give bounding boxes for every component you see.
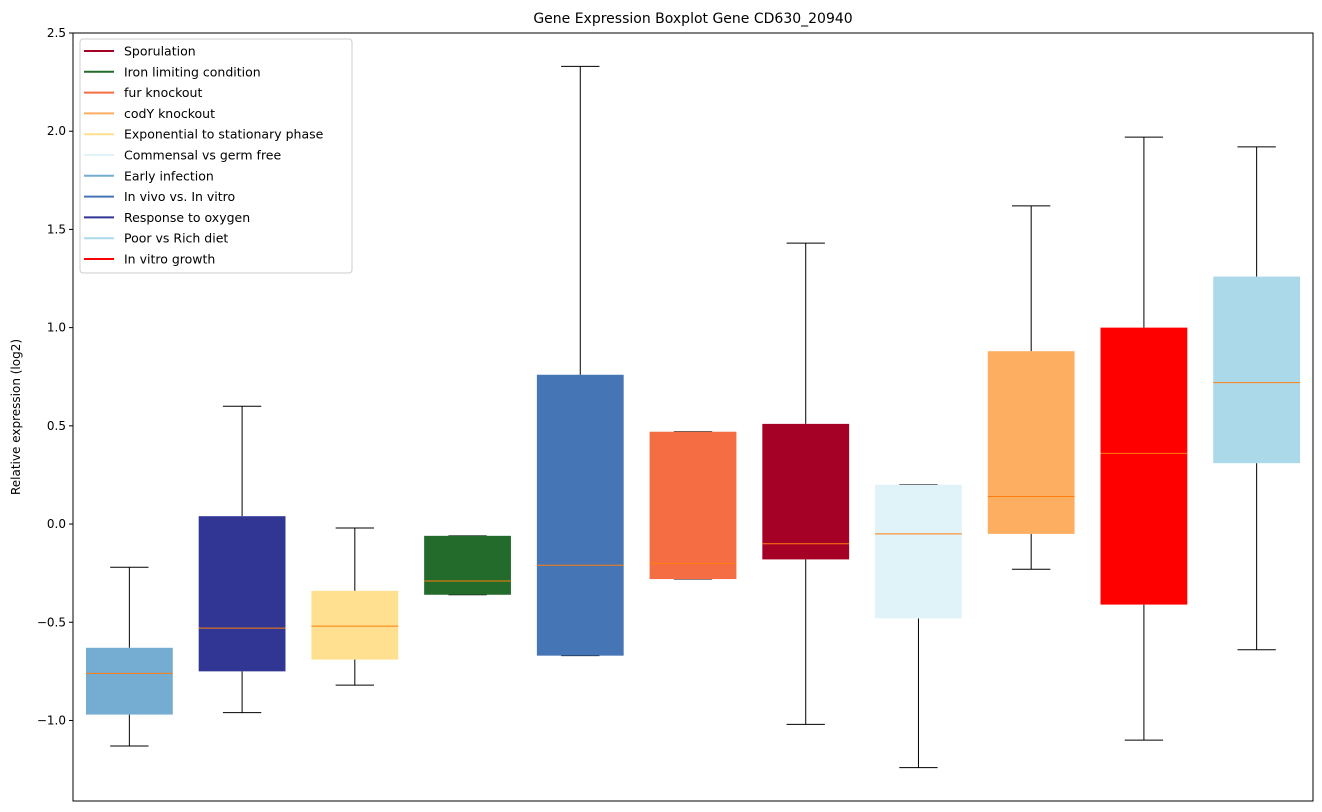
box-sporulation [762,242,850,725]
box-body [762,423,850,560]
legend-label: In vivo vs. In vitro [124,189,235,204]
y-tick-label: −0.5 [37,615,66,629]
box-body [649,431,737,580]
legend-label: Response to oxygen [124,210,250,225]
box-poor-vs-rich-diet [1213,146,1301,651]
y-axis-label: Relative expression (log2) [9,339,23,495]
box-body [1100,327,1188,605]
plot-frame [72,32,1314,802]
box-cody-knockout [987,205,1075,570]
box-body [536,374,624,656]
box-commensal-vs-germ-free [875,484,962,769]
box-iron-limiting-condition [424,535,511,596]
legend-label: Commensal vs germ free [124,148,281,163]
boxes [85,65,1301,769]
legend-label: Iron limiting condition [124,64,261,79]
legend-label: Sporulation [124,44,196,59]
box-response-to-oxygen [198,405,286,714]
y-tick-label: 0.0 [47,517,66,531]
box-body [198,516,286,672]
legend-frame [79,38,353,274]
y-tick-label: 1.0 [47,321,66,335]
y-tick-label: 2.5 [47,26,66,40]
legend-label: codY knockout [124,106,215,121]
legend-label: fur knockout [124,85,202,100]
box-exponential-to-stationary-phase [311,527,399,686]
box-body [1213,276,1301,464]
y-tick-label: 0.5 [47,419,66,433]
box-in-vitro-growth [1100,136,1188,741]
legend: Sporulation Iron limiting condition fur kn… [79,38,353,274]
chart-title: Gene Expression Boxplot Gene CD630_20940 [533,11,852,27]
legend-label: In vitro growth [124,252,215,267]
legend-label: Poor vs Rich diet [124,231,228,246]
legend-label: Early infection [124,168,214,183]
box-body [311,590,399,660]
legend-label: Exponential to stationary phase [124,127,324,142]
box-body [875,484,962,619]
box-in-vivo-vs-in-vitro [536,65,624,657]
y-axis-ticks: −1.0 −0.5 0.0 0.5 1.0 1.5 2.0 2.5 [37,26,73,727]
y-tick-label: 1.5 [47,222,66,236]
box-fur-knockout [649,431,737,580]
box-early-infection [85,566,173,747]
y-tick-label: 2.0 [47,124,66,138]
box-body [424,535,511,595]
y-tick-label: −1.0 [37,713,66,727]
box-body [85,647,173,715]
box-body [987,351,1075,534]
